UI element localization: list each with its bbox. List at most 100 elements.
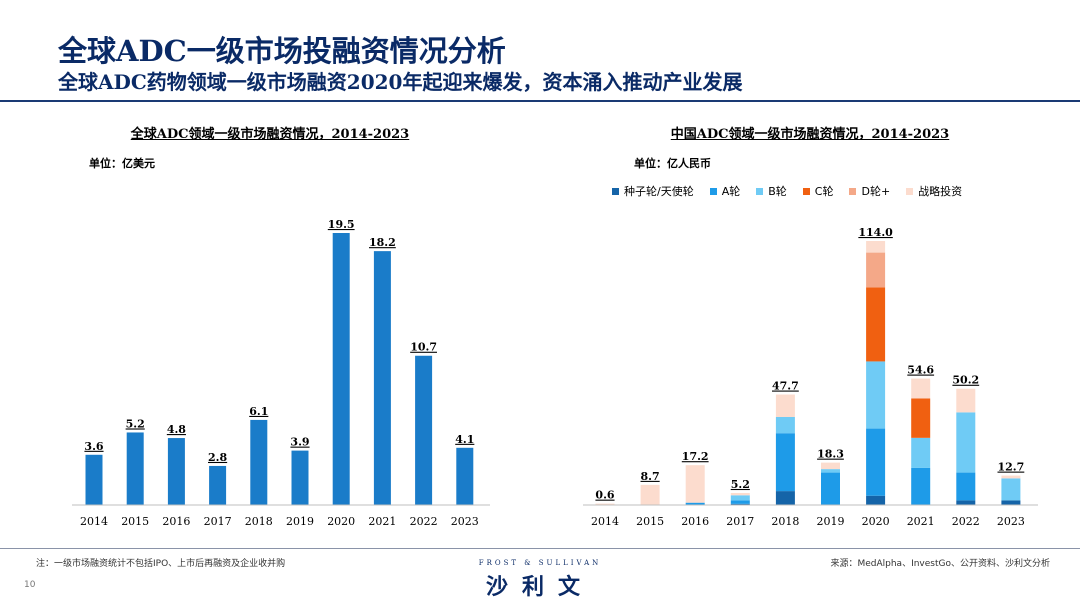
china-bar-2017-series-1 — [730, 500, 750, 504]
china-chart-title: 中国ADC领域一级市场融资情况，2014-2023 — [670, 127, 950, 142]
global-bar-2022 — [415, 355, 433, 505]
global-value-label-2016: 4.8 — [167, 423, 186, 436]
footnote: 注：一级市场融资统计不包括IPO、上市后再融资及企业收并购 — [36, 559, 286, 569]
china-bar-2014-series-5 — [595, 503, 615, 505]
legend-item-5: 战略投资 — [906, 183, 962, 199]
china-bar-2019-series-5 — [821, 462, 840, 470]
global-value-label-2023: 4.1 — [455, 433, 474, 446]
legend-label-5: 战略投资 — [918, 185, 963, 198]
china-x-tick-2016: 2016 — [681, 515, 709, 528]
legend-item-2: B轮 — [756, 183, 787, 199]
global-x-tick-2021: 2021 — [368, 515, 396, 528]
china-total-label-2017: 5.2 — [731, 478, 750, 491]
logo-english: FROST & SULLIVAN — [478, 559, 602, 567]
china-total-label-2018: 47.7 — [772, 380, 799, 393]
china-bar-2023-series-5 — [1001, 475, 1021, 479]
china-bar-2018-series-2 — [775, 417, 795, 434]
legend-item-0: 种子轮/天使轮 — [612, 183, 694, 199]
global-value-label-2021: 18.2 — [369, 236, 396, 249]
page-number: 10 — [24, 580, 36, 590]
legend-swatch-0 — [612, 187, 619, 195]
china-total-label-2021: 54.6 — [907, 364, 934, 377]
global-value-label-2022: 10.7 — [410, 341, 437, 354]
china-bar-2016-series-1 — [685, 502, 705, 505]
china-bar-2020-series-5 — [866, 241, 886, 253]
china-bar-2016-series-5 — [685, 465, 705, 503]
global-bar-2017 — [209, 465, 227, 505]
china-bar-2020-series-3 — [866, 287, 886, 362]
legend-swatch-4 — [849, 187, 857, 195]
china-x-tick-2023: 2023 — [997, 515, 1025, 528]
global-bar-2021 — [373, 251, 391, 505]
china-bar-2020-series-1 — [866, 428, 886, 496]
frost-sullivan-logo: FROST & SULLIVAN 沙利文 — [470, 559, 610, 600]
china-bar-2021-series-2 — [911, 437, 931, 468]
china-x-tick-2021: 2021 — [907, 515, 935, 528]
legend-swatch-5 — [906, 187, 914, 195]
global-value-label-2020: 19.5 — [328, 218, 355, 231]
china-chart-legend: 种子轮/天使轮 A轮 B轮 C轮 D轮+ 战略投资 — [612, 183, 962, 199]
china-bar-2023-series-0 — [1001, 500, 1021, 505]
china-bar-2021-series-5 — [911, 378, 931, 399]
global-x-tick-2016: 2016 — [162, 515, 190, 528]
global-bar-2016 — [167, 438, 185, 505]
china-bar-2022-series-2 — [956, 412, 976, 473]
china-bar-2021-series-3 — [911, 398, 931, 438]
global-value-label-2015: 5.2 — [126, 417, 145, 430]
china-x-tick-2018: 2018 — [771, 515, 799, 528]
logo-chinese: 沙利文 — [485, 575, 594, 600]
global-chart-title: 全球ADC领域一级市场融资情况，2014-2023 — [130, 127, 410, 142]
global-value-label-2018: 6.1 — [249, 405, 268, 418]
china-total-label-2015: 8.7 — [641, 470, 660, 483]
header-divider — [0, 100, 1080, 102]
legend-label-1: A轮 — [721, 185, 741, 198]
china-chart-unit: 单位：亿人民币 — [634, 157, 711, 170]
page-subtitle: 全球ADC药物领域一级市场融资2020年起迎来爆发，资本涌入推动产业发展 — [58, 70, 743, 94]
china-bar-2018-series-5 — [775, 394, 795, 417]
footer-divider — [0, 548, 1080, 549]
china-bar-2019-series-1 — [821, 472, 840, 505]
global-x-tick-2020: 2020 — [327, 515, 355, 528]
global-value-label-2019: 3.9 — [290, 436, 309, 449]
china-bar-2017-series-5 — [730, 492, 750, 496]
china-total-label-2020: 114.0 — [858, 226, 893, 239]
china-bar-2020-series-2 — [866, 361, 886, 429]
legend-item-1: A轮 — [709, 183, 741, 199]
china-total-label-2019: 18.3 — [817, 448, 844, 461]
china-bar-2023-series-2 — [1001, 478, 1021, 501]
legend-label-0: 种子轮/天使轮 — [624, 185, 694, 198]
legend-item-3: C轮 — [802, 183, 834, 199]
global-value-label-2017: 2.8 — [208, 451, 227, 464]
legend-swatch-3 — [802, 187, 810, 195]
legend-label-4: D轮+ — [861, 185, 891, 198]
global-bar-2015 — [126, 432, 144, 505]
global-x-tick-2018: 2018 — [245, 515, 273, 528]
global-x-tick-2017: 2017 — [204, 515, 232, 528]
china-total-label-2023: 12.7 — [998, 461, 1025, 474]
global-x-tick-2014: 2014 — [80, 515, 108, 528]
global-chart-unit: 单位：亿美元 — [89, 157, 155, 170]
legend-label-3: C轮 — [814, 185, 834, 198]
china-bar-2020-series-0 — [866, 495, 886, 505]
china-bar-2020-series-4 — [866, 252, 886, 288]
china-bar-2019-series-2 — [821, 469, 840, 473]
global-bar-2014 — [85, 454, 103, 505]
china-bar-2015-series-5 — [640, 484, 660, 505]
china-x-tick-2020: 2020 — [862, 515, 890, 528]
china-bar-2018-series-1 — [775, 433, 795, 492]
china-bar-2018-series-0 — [775, 491, 795, 505]
global-value-label-2014: 3.6 — [84, 440, 103, 453]
global-x-tick-2015: 2015 — [121, 515, 149, 528]
china-x-tick-2014: 2014 — [591, 515, 619, 528]
china-total-label-2022: 50.2 — [952, 374, 979, 387]
global-x-tick-2023: 2023 — [451, 515, 479, 528]
china-x-tick-2022: 2022 — [952, 515, 980, 528]
page-title: 全球ADC一级市场投融资情况分析 — [58, 34, 506, 68]
global-bar-2018 — [250, 419, 268, 505]
global-x-tick-2022: 2022 — [410, 515, 438, 528]
china-total-label-2016: 17.2 — [682, 450, 709, 463]
global-x-tick-2019: 2019 — [286, 515, 314, 528]
legend-swatch-2 — [756, 187, 764, 195]
china-bar-2022-series-1 — [956, 472, 976, 501]
global-bar-2019 — [291, 450, 309, 505]
